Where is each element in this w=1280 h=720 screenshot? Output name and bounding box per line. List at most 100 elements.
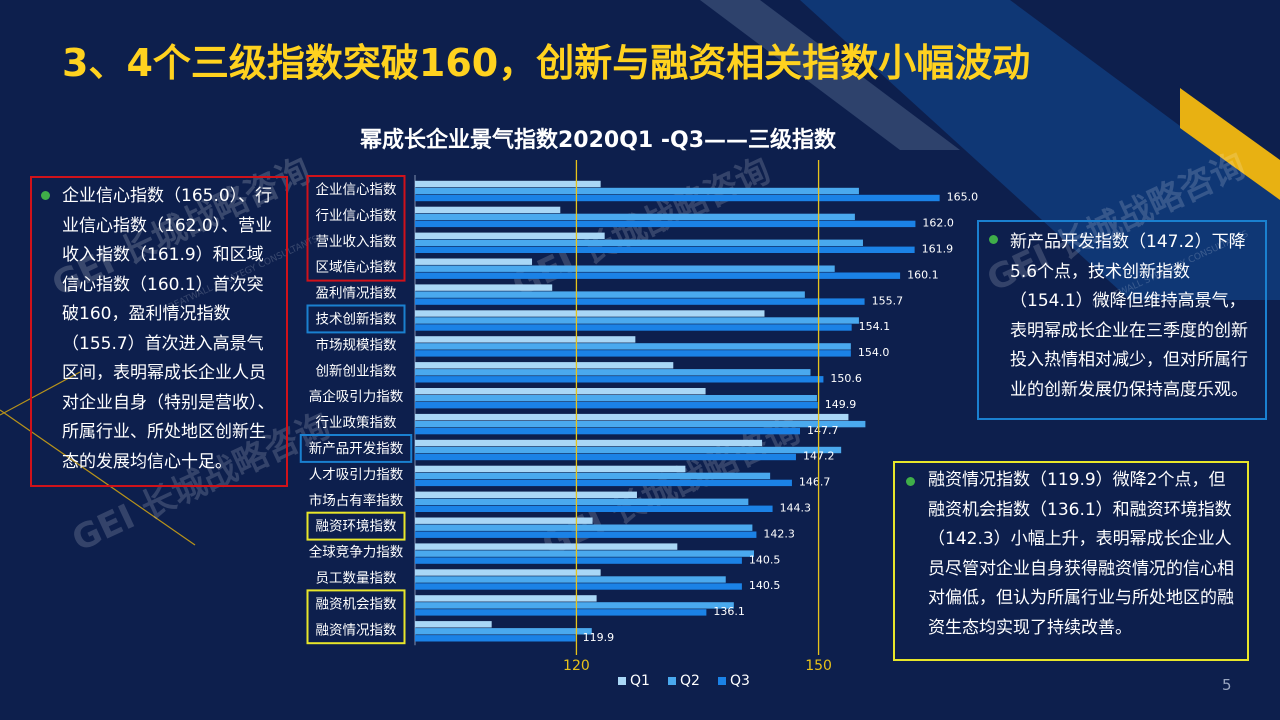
bar-q3	[415, 402, 818, 409]
bar-q2	[415, 395, 817, 402]
bar-q3	[415, 298, 865, 305]
bar-q3	[415, 194, 940, 202]
highlight-box	[306, 175, 406, 282]
bar-q1	[415, 284, 553, 291]
category-label: 融资环境指数	[316, 519, 397, 535]
summary-panel-innovation: 新产品开发指数（147.2）下降5.6个点，技术创新指数（154.1）微降但维持…	[977, 220, 1267, 420]
bar-q2	[415, 343, 851, 350]
bar-q1	[415, 569, 601, 576]
bullet-icon	[41, 191, 50, 200]
bar-q2	[415, 317, 859, 324]
bar-q2	[415, 602, 734, 609]
reference-label: 120	[563, 658, 590, 674]
bar-q2	[415, 291, 805, 298]
bar-q1	[415, 439, 763, 447]
bar-q1	[415, 543, 678, 550]
data-label: 142.3	[763, 527, 795, 540]
category-label: 行业信心指数	[316, 208, 397, 224]
category-label: 市场规模指数	[316, 336, 397, 353]
data-label: 165.0	[947, 191, 979, 204]
bar-q1	[415, 336, 636, 343]
category-label: 新产品开发指数	[309, 441, 404, 457]
category-label: 市场占有率指数	[309, 492, 404, 509]
highlight-box	[299, 434, 413, 463]
bar-q1	[415, 310, 765, 317]
bar-q3	[415, 505, 773, 512]
summary-text-confidence: 企业信心指数（165.0）、行业信心指数（162.0）、营业收入指数（161.9…	[62, 186, 275, 472]
category-label: 营业收入指数	[316, 234, 397, 250]
chart-title: 幂成长企业景气指数2020Q1 -Q3——三级指数	[360, 128, 837, 153]
bar-q1	[415, 491, 637, 498]
bullet-icon	[989, 235, 998, 244]
data-label: 140.5	[749, 579, 781, 592]
bar-q1	[415, 413, 849, 421]
bar-q2	[415, 420, 866, 428]
legend-label: Q2	[680, 673, 700, 689]
data-label: 150.6	[830, 372, 862, 385]
bar-q3	[415, 583, 742, 590]
bar-q2	[415, 628, 592, 635]
data-label: 140.5	[749, 553, 781, 566]
bar-q2	[415, 213, 855, 221]
bar-q1	[415, 595, 597, 602]
data-label: 161.9	[922, 243, 954, 256]
legend-swatch	[668, 677, 676, 685]
category-label: 行业政策指数	[316, 414, 397, 431]
bar-q2	[415, 187, 859, 195]
bar-q2	[415, 472, 771, 480]
page-number: 5	[1222, 676, 1232, 694]
bar-q1	[415, 621, 492, 628]
data-label: 136.1	[713, 605, 745, 618]
legend-swatch	[618, 677, 626, 685]
bar-q3	[415, 609, 707, 616]
data-label: 160.1	[907, 268, 939, 281]
data-label: 119.9	[583, 631, 615, 644]
legend-swatch	[718, 677, 726, 685]
bar-q2	[415, 576, 726, 583]
bar-q3	[415, 453, 796, 461]
highlight-box	[306, 304, 406, 334]
data-label: 146.7	[799, 476, 831, 489]
bar-q3	[415, 557, 742, 564]
category-label: 员工数量指数	[316, 571, 397, 587]
category-label: 区域信心指数	[316, 260, 397, 276]
summary-panel-confidence: 企业信心指数（165.0）、行业信心指数（162.0）、营业收入指数（161.9…	[30, 176, 288, 487]
data-label: 154.1	[859, 320, 891, 333]
bar-q1	[415, 258, 533, 265]
bar-q1	[415, 388, 706, 395]
bullet-icon	[906, 477, 915, 486]
highlight-box	[306, 511, 406, 541]
summary-text-innovation: 新产品开发指数（147.2）下降5.6个点，技术创新指数（154.1）微降但维持…	[1010, 232, 1248, 400]
bar-q1	[415, 206, 561, 214]
data-label: 147.7	[807, 424, 839, 437]
bar-q2	[415, 498, 749, 505]
bar-q1	[415, 465, 686, 473]
bar-q2	[415, 239, 863, 246]
bar-q3	[415, 246, 915, 253]
bar-q2	[415, 446, 842, 454]
bar-q2	[415, 524, 753, 531]
legend-label: Q3	[730, 673, 750, 689]
data-label: 155.7	[872, 294, 904, 307]
legend-label: Q1	[630, 673, 650, 689]
category-label: 盈利情况指数	[316, 286, 397, 302]
bar-q3	[415, 479, 792, 487]
bar-q3	[415, 350, 851, 357]
category-label: 融资机会指数	[316, 596, 397, 612]
data-label: 144.3	[780, 502, 812, 515]
data-label: 149.9	[825, 398, 857, 411]
category-label: 创新创业指数	[316, 363, 397, 379]
bar-q3	[415, 220, 916, 228]
bar-q3	[415, 324, 852, 331]
category-label: 高企吸引力指数	[309, 388, 404, 405]
reference-label: 150	[805, 658, 832, 674]
category-label: 技术创新指数	[316, 312, 397, 328]
category-label: 全球竞争力指数	[309, 544, 404, 561]
slide-title: 3、4个三级指数突破160，创新与融资相关指数小幅波动	[62, 41, 1031, 85]
bar-q3	[415, 376, 824, 383]
bar-q3	[415, 427, 801, 435]
bar-q2	[415, 369, 811, 376]
